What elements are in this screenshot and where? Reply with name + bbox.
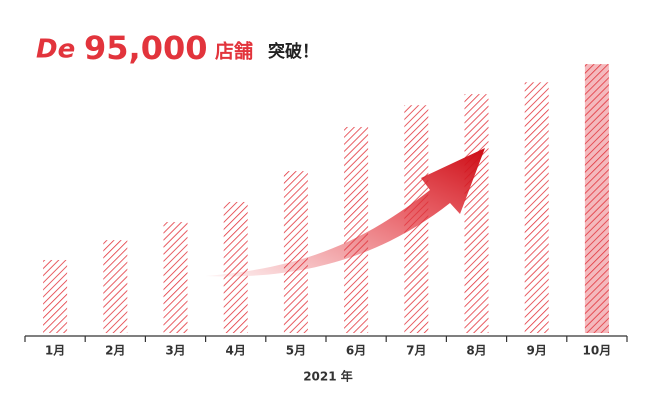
bar (283, 171, 308, 333)
x-tick-label: 9月 (527, 344, 547, 358)
title-number: 95,000 (84, 29, 207, 67)
bar (344, 126, 369, 333)
title-tail: 突破！ (268, 41, 319, 62)
x-tick-label: 5月 (286, 344, 306, 358)
x-tick-label: 6月 (346, 344, 366, 358)
x-tick-label: 2月 (105, 344, 125, 358)
bar (223, 201, 248, 333)
bar (103, 240, 128, 333)
title-unit: 店舗 (215, 40, 253, 63)
x-axis-label: 2021 年 (303, 369, 353, 384)
x-tick-label: 10月 (583, 344, 612, 358)
x-tick-label: 4月 (226, 344, 246, 358)
x-tick-label: 3月 (165, 344, 185, 358)
x-tick-label: 7月 (406, 344, 426, 358)
bar (464, 94, 489, 333)
bar (43, 259, 68, 333)
growth-arrow (205, 148, 485, 277)
bar (163, 222, 188, 333)
x-tick-label: 8月 (466, 344, 486, 358)
bar (584, 64, 609, 334)
x-tick-label: 1月 (45, 344, 65, 358)
bar (524, 82, 549, 334)
logo: De (36, 35, 75, 65)
